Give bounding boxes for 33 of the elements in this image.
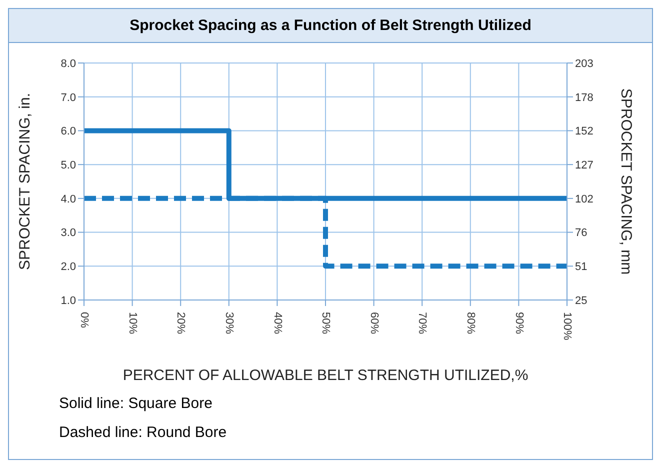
y2-tick-label: 203 xyxy=(575,58,594,70)
x-tick-label: 100% xyxy=(561,312,574,340)
y2-tick-label: 152 xyxy=(575,126,594,138)
y-tick-label: 1.0 xyxy=(60,294,76,307)
y2-tick-label: 25 xyxy=(575,294,588,307)
y-tick-label: 2.0 xyxy=(60,261,76,274)
x-tick-label: 60% xyxy=(368,312,380,334)
x-tick-label: 70% xyxy=(416,312,428,334)
y-tick-label: 6.0 xyxy=(60,126,76,138)
x-tick-label: 10% xyxy=(126,312,138,334)
y-tick-label: 5.0 xyxy=(60,159,76,172)
y2-axis-title: SPROCKET SPACING, mm xyxy=(618,88,635,275)
x-tick-label: 80% xyxy=(464,312,476,334)
y-tick-label: 7.0 xyxy=(60,92,76,104)
y2-tick-label: 127 xyxy=(575,159,594,172)
chart-title: Sprocket Spacing as a Function of Belt Strength Utilized xyxy=(9,9,652,43)
x-tick-label: 30% xyxy=(222,312,235,334)
text: Dashed line: Round Bore xyxy=(59,424,228,441)
y2-tick-label: 178 xyxy=(575,92,594,104)
x-axis-title: PERCENT OF ALLOWABLE BELT STRENGTH UTILIZED,% xyxy=(122,367,528,384)
y2-tick-label: 51 xyxy=(575,261,588,274)
x-tick-label: 20% xyxy=(174,312,187,334)
text: Solid line: Square Bore xyxy=(59,395,214,412)
y2-tick-label: 102 xyxy=(575,193,594,206)
x-tick-label: 40% xyxy=(271,312,284,334)
y-tick-label: 3.0 xyxy=(60,227,76,240)
x-tick-label: 0% xyxy=(78,312,90,328)
x-tick-label: 90% xyxy=(512,312,525,334)
y2-tick-label: 76 xyxy=(575,227,588,240)
y-tick-label: 8.0 xyxy=(60,58,76,70)
x-tick-label: 50% xyxy=(320,312,332,334)
y-axis-title: SPROCKET SPACING, in. xyxy=(16,93,34,270)
y-tick-label: 4.0 xyxy=(60,193,76,206)
